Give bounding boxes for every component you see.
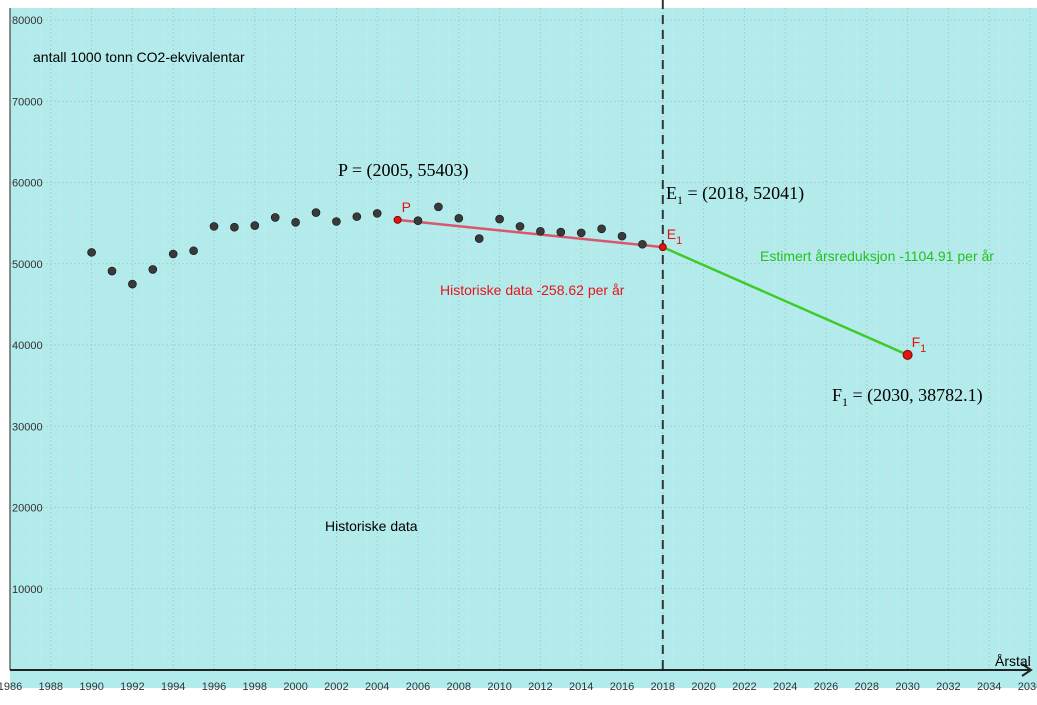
y-tick-label: 50000 (12, 259, 43, 271)
data-point (107, 266, 117, 276)
x-tick-label: 2014 (569, 681, 593, 693)
point-e1-coord-label: E1 = (2018, 52041) (666, 183, 804, 207)
data-point (291, 218, 300, 227)
data-point (352, 212, 362, 221)
x-tick-label: 2006 (406, 681, 430, 693)
x-tick-label: 2024 (773, 681, 797, 693)
historiske-data-annotation: Historiske data (325, 518, 418, 534)
point-p-coord-label: P = (2005, 55403) (338, 160, 469, 181)
x-tick-label: 2032 (936, 681, 960, 693)
data-point (189, 246, 198, 256)
x-axis-arrow (1021, 663, 1033, 677)
y-tick-label: 70000 (12, 96, 43, 108)
data-point (576, 228, 586, 238)
x-tick-label: 2018 (651, 681, 675, 693)
x-tick-label: 2000 (283, 681, 307, 693)
x-axis-label: Årstal (995, 653, 1031, 669)
data-point (515, 222, 525, 231)
minor-grid (9, 8, 1031, 671)
data-points (87, 202, 647, 289)
segment-label-historic: Historiske data -258.62 per år (440, 282, 625, 298)
point-f1-coord-label: F1 = (2030, 38782.1) (832, 385, 983, 409)
data-point (536, 226, 545, 236)
data-point (250, 221, 260, 230)
x-tick-label: 1994 (161, 681, 185, 693)
data-point (372, 209, 382, 218)
y-tick-labels: 10000 20000 30000 40000 50000 60000 70000 80000 (12, 15, 43, 596)
x-tick-label: 1998 (243, 681, 267, 693)
data-point (311, 208, 321, 217)
segment-labels: Historiske data -258.62 per år Estimert … (440, 248, 994, 298)
data-point (230, 222, 239, 232)
x-tick-label: 1996 (202, 681, 226, 693)
x-tick-label: 2002 (324, 681, 348, 693)
named-point-e1 (658, 243, 667, 252)
y-axis-label: antall 1000 tonn CO2-ekvivalentar (33, 49, 245, 65)
x-tick-label: 1990 (79, 681, 103, 693)
named-point-label: P (402, 199, 411, 215)
x-tick-label: 2036 (1018, 681, 1037, 693)
x-tick-label: 2016 (610, 681, 634, 693)
y-tick-label: 20000 (12, 503, 43, 515)
data-point (413, 216, 423, 225)
data-point (168, 249, 178, 259)
y-tick-label: 80000 (12, 15, 43, 27)
x-tick-label: 1986 (0, 681, 22, 693)
x-tick-label: 2028 (855, 681, 879, 693)
x-tick-label: 2034 (977, 681, 1001, 693)
x-tick-labels: 1986 1988 1990 1992 1994 1996 1998 2000 2002 2004… (0, 681, 1037, 693)
named-point-f1 (902, 349, 913, 360)
segment-label-estimated: Estimert årsreduksjon -1104.91 per år (760, 248, 994, 264)
y-tick-label: 60000 (12, 178, 43, 190)
major-grid (9, 8, 1031, 670)
data-point (495, 214, 504, 224)
x-tick-label: 2008 (447, 681, 471, 693)
estimated-trend-line (662, 246, 909, 357)
y-tick-label: 10000 (12, 584, 43, 596)
data-point (209, 222, 219, 231)
x-tick-label: 2010 (487, 681, 511, 693)
data-point (474, 234, 484, 243)
plot-background (10, 8, 1037, 688)
trend-segments (397, 218, 909, 357)
data-point (597, 224, 606, 234)
y-tick-label: 40000 (12, 340, 43, 352)
data-point (148, 265, 158, 274)
x-tick-label: 2022 (732, 681, 756, 693)
point-f1-coords: F1 = (2030, 38782.1) (832, 385, 983, 409)
x-tick-label: 2012 (528, 681, 552, 693)
x-tick-label: 1992 (120, 681, 144, 693)
point-e1-coords: E1 = (2018, 52041) (666, 183, 804, 207)
x-tick-label: 2026 (814, 681, 838, 693)
x-tick-label: 2030 (895, 681, 919, 693)
data-point (638, 239, 647, 249)
point-p-coords: P = (2005, 55403) (338, 160, 469, 181)
data-point (434, 202, 443, 212)
named-point-p (393, 215, 402, 224)
data-point (128, 279, 137, 289)
x-tick-label: 2020 (691, 681, 715, 693)
data-point (270, 213, 280, 222)
historic-trend-line (397, 218, 663, 249)
data-point (556, 227, 566, 237)
data-point (332, 217, 341, 226)
data-point (454, 213, 464, 223)
x-tick-label: 2004 (365, 681, 389, 693)
data-point (87, 248, 96, 257)
data-point (617, 231, 627, 241)
y-tick-label: 30000 (12, 421, 43, 433)
x-tick-label: 1988 (39, 681, 63, 693)
